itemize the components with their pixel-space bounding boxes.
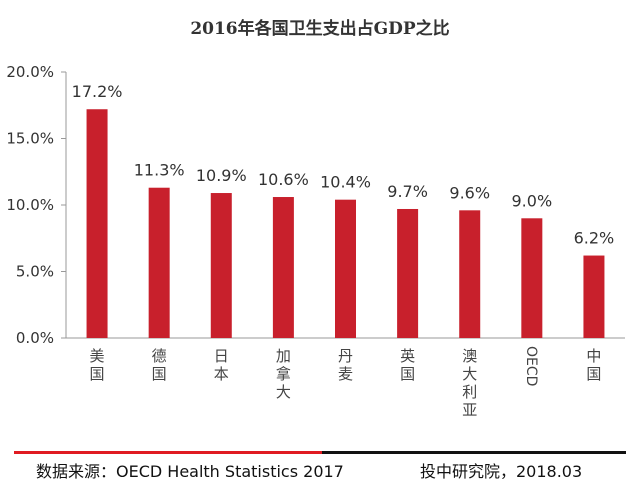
- bar: [272, 197, 294, 338]
- data-label: 10.6%: [258, 170, 309, 189]
- y-tick-label: 20.0%: [6, 63, 54, 81]
- chart-title: 2016年各国卫生支出占GDP之比: [190, 18, 449, 39]
- y-tick-label: 0.0%: [16, 329, 54, 347]
- x-tick-label: 加拿大: [276, 347, 291, 401]
- x-tick-label: 日本: [214, 347, 229, 383]
- x-tick-label: 德国: [152, 347, 167, 383]
- footer-rule-red: [14, 451, 322, 454]
- chart: 2016年各国卫生支出占GDP之比 0.0% 5.0% 10.0% 15.0% 20.0…: [6, 18, 625, 419]
- bar: [459, 210, 481, 338]
- data-label: 9.0%: [512, 191, 553, 210]
- bar: [148, 187, 170, 338]
- credit-text: 投中研究院，2018.03: [420, 462, 583, 481]
- y-tick-label: 15.0%: [6, 130, 54, 148]
- x-tick-label: 丹麦: [338, 347, 353, 383]
- bar: [521, 218, 543, 338]
- bar: [335, 199, 356, 338]
- data-label: 17.2%: [72, 82, 123, 101]
- x-tick-label: 美国: [90, 347, 105, 383]
- bar: [397, 208, 419, 338]
- data-labels: 17.2% 11.3% 10.9% 10.6% 10.4% 9.7% 9.6% 9.0% 6.2…: [72, 82, 615, 247]
- x-tick-label: 中国: [586, 347, 601, 383]
- data-label: 6.2%: [574, 229, 615, 248]
- x-tick-label: 英国: [400, 347, 415, 383]
- bar: [86, 109, 108, 339]
- bar: [583, 255, 605, 338]
- data-label: 10.9%: [196, 166, 247, 185]
- data-label: 9.7%: [387, 182, 428, 201]
- bars: [86, 109, 605, 339]
- data-label: 10.4%: [320, 173, 371, 192]
- x-axis-labels: 美国 德国 日本 加拿大 丹麦 英国 澳大利亚 OECD 中国: [90, 346, 602, 419]
- y-tick-label: 5.0%: [16, 263, 54, 281]
- source-text: 数据来源：OECD Health Statistics 2017: [36, 462, 344, 481]
- x-tick-label: OECD: [523, 346, 539, 386]
- footer-rule-black: [322, 451, 626, 454]
- x-tick-label: 澳大利亚: [462, 347, 477, 419]
- y-axis-ticks: 0.0% 5.0% 10.0% 15.0% 20.0%: [6, 63, 66, 347]
- data-label: 9.6%: [449, 183, 490, 202]
- data-label: 11.3%: [134, 161, 185, 180]
- y-tick-label: 10.0%: [6, 196, 54, 214]
- bar: [210, 193, 232, 338]
